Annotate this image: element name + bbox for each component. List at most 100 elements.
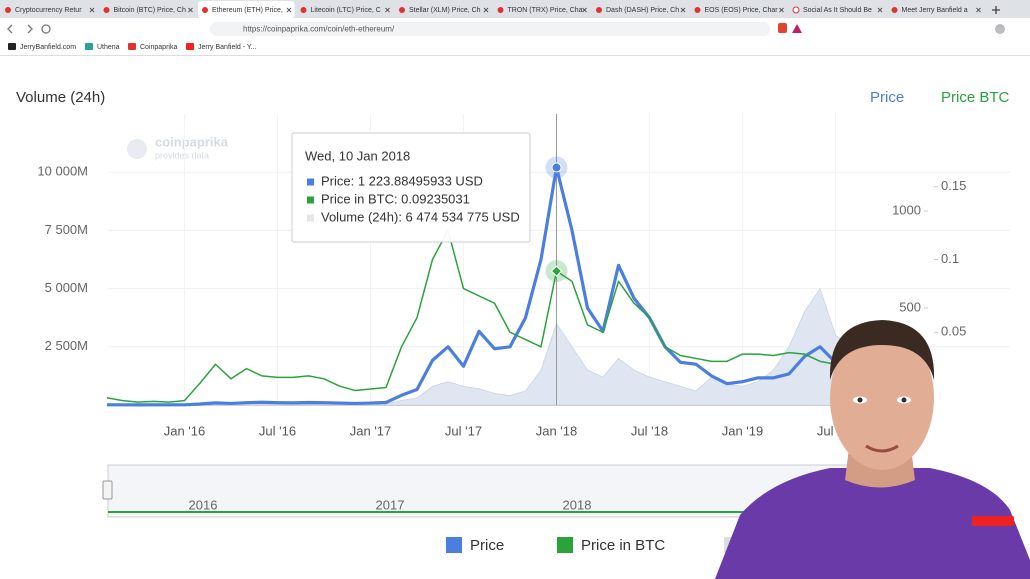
tab-close[interactable] [976, 7, 981, 13]
navigator-handle[interactable] [102, 480, 113, 500]
new-tab[interactable] [992, 6, 1000, 14]
tab[interactable] [99, 1, 197, 18]
y-tick-label: 7 500M [45, 222, 88, 237]
tab-icon [399, 7, 405, 13]
tab-close[interactable] [385, 7, 390, 13]
tab[interactable] [789, 1, 886, 18]
y-tick-label: 10 000M [37, 164, 88, 179]
bookmark-icon [186, 43, 194, 50]
x-tick-label: Jul '16 [259, 423, 296, 438]
hover-point [550, 265, 563, 277]
profile-icon[interactable] [995, 24, 1005, 34]
tooltip-date: Wed, 10 Jan 2018 [305, 148, 410, 163]
tab-close[interactable] [582, 7, 587, 13]
extension-icon[interactable] [778, 23, 787, 33]
nav-buttons[interactable] [7, 24, 33, 34]
bookmark-icon [8, 43, 16, 50]
tab-close[interactable] [779, 7, 784, 13]
series-toggle[interactable]: Price BTC [941, 89, 1010, 106]
tab-title: Dash (DASH) Price, Ch [606, 7, 679, 14]
url: https://coinpaprika.com/coin/eth-ethereu… [243, 25, 395, 34]
tab-icon [891, 7, 898, 13]
x-tick-label: Jul '17 [445, 423, 482, 438]
tab[interactable] [296, 1, 394, 18]
tab-title: Social As It Should Be [803, 7, 872, 14]
address-bar[interactable] [210, 22, 770, 36]
tab-close[interactable] [286, 7, 292, 13]
extension-icon[interactable] [792, 24, 802, 33]
tooltip-swatch [307, 214, 314, 222]
tab-icon [103, 7, 110, 13]
series-toggle[interactable]: Price [870, 89, 904, 106]
tab-icon [596, 7, 602, 13]
legend-label[interactable]: Price in BTC [581, 537, 665, 554]
tab-icon [694, 7, 701, 13]
navigator-label: 2016 [189, 497, 218, 512]
x-tick-label: Jan '18 [536, 423, 578, 438]
tab-icon [792, 6, 800, 14]
x-tick-label: Jan '17 [350, 423, 392, 438]
subscribe-badge[interactable] [972, 516, 1014, 526]
series-line [106, 229, 852, 403]
y-tick-label: 5 000M [45, 280, 88, 295]
watermark: coinpaprika [155, 134, 229, 149]
tooltip-line: Price: 1 223.88495933 USD [321, 173, 483, 188]
tab[interactable] [592, 1, 689, 18]
tab-title: EOS (EOS) Price, Char [705, 7, 779, 14]
y3-tick-label: 0.15 [941, 178, 966, 193]
tab-icon [300, 7, 307, 13]
pupil [901, 397, 907, 403]
tab[interactable] [395, 1, 492, 18]
watermark-logo [127, 139, 147, 159]
tab[interactable] [493, 1, 591, 18]
y2-tick-label: 500 [899, 299, 921, 314]
pupil [857, 397, 863, 403]
bookmark[interactable]: Uthena [97, 44, 120, 51]
tab[interactable] [1, 1, 98, 18]
video-overlay [715, 320, 1030, 579]
bookmark[interactable]: Jerry Banfield - Y... [198, 44, 257, 51]
legend-swatch[interactable] [557, 537, 573, 553]
y3-tick-label: 0.1 [941, 251, 959, 266]
x-tick-label: Jan '19 [722, 423, 764, 438]
tab-title: TRON (TRX) Price, Cha [508, 7, 583, 14]
legend-swatch[interactable] [446, 537, 462, 553]
tab-icon [497, 7, 504, 13]
tab-title: Bitcoin (BTC) Price, Ch [114, 7, 186, 14]
tab-title: Meet Jerry Banfield a [902, 7, 968, 14]
tab[interactable] [690, 1, 788, 18]
tooltip-line: Price in BTC: 0.09235031 [321, 191, 470, 206]
tooltip-line: Volume (24h): 6 474 534 775 USD [321, 209, 520, 224]
tooltip-swatch [307, 178, 314, 186]
y2-tick-label: 1000 [892, 202, 921, 217]
y-axis-title: Volume (24h) [16, 89, 105, 106]
bookmark-icon [128, 43, 136, 50]
navigator-label: 2017 [376, 497, 405, 512]
head [830, 326, 934, 470]
watermark: provides data [155, 150, 209, 160]
tab[interactable] [887, 1, 985, 18]
legend-label[interactable]: Price [470, 537, 504, 554]
tab[interactable] [198, 1, 295, 18]
hover-point [551, 162, 562, 173]
mouth [865, 444, 899, 453]
y-tick-label: 2 500M [45, 338, 88, 353]
tab-close[interactable] [89, 7, 95, 13]
tab-close[interactable] [877, 7, 883, 13]
x-tick-label: Jan '16 [164, 423, 206, 438]
tab-close[interactable] [483, 7, 489, 13]
bookmark[interactable]: Coinpaprika [140, 44, 177, 51]
tab-close[interactable] [188, 7, 193, 13]
tooltip-swatch [307, 196, 314, 204]
tab-title: Ethereum (ETH) Price, [212, 7, 283, 14]
tab-title: Litecoin (LTC) Price, C [311, 7, 381, 14]
shirt [715, 468, 1030, 579]
tab-close[interactable] [680, 7, 686, 13]
series-line [107, 165, 852, 407]
bookmark[interactable]: JerryBanfield.com [20, 44, 76, 51]
navigator-label: 2018 [563, 497, 592, 512]
reload-button[interactable] [41, 24, 51, 34]
bookmark-icon [85, 43, 93, 50]
